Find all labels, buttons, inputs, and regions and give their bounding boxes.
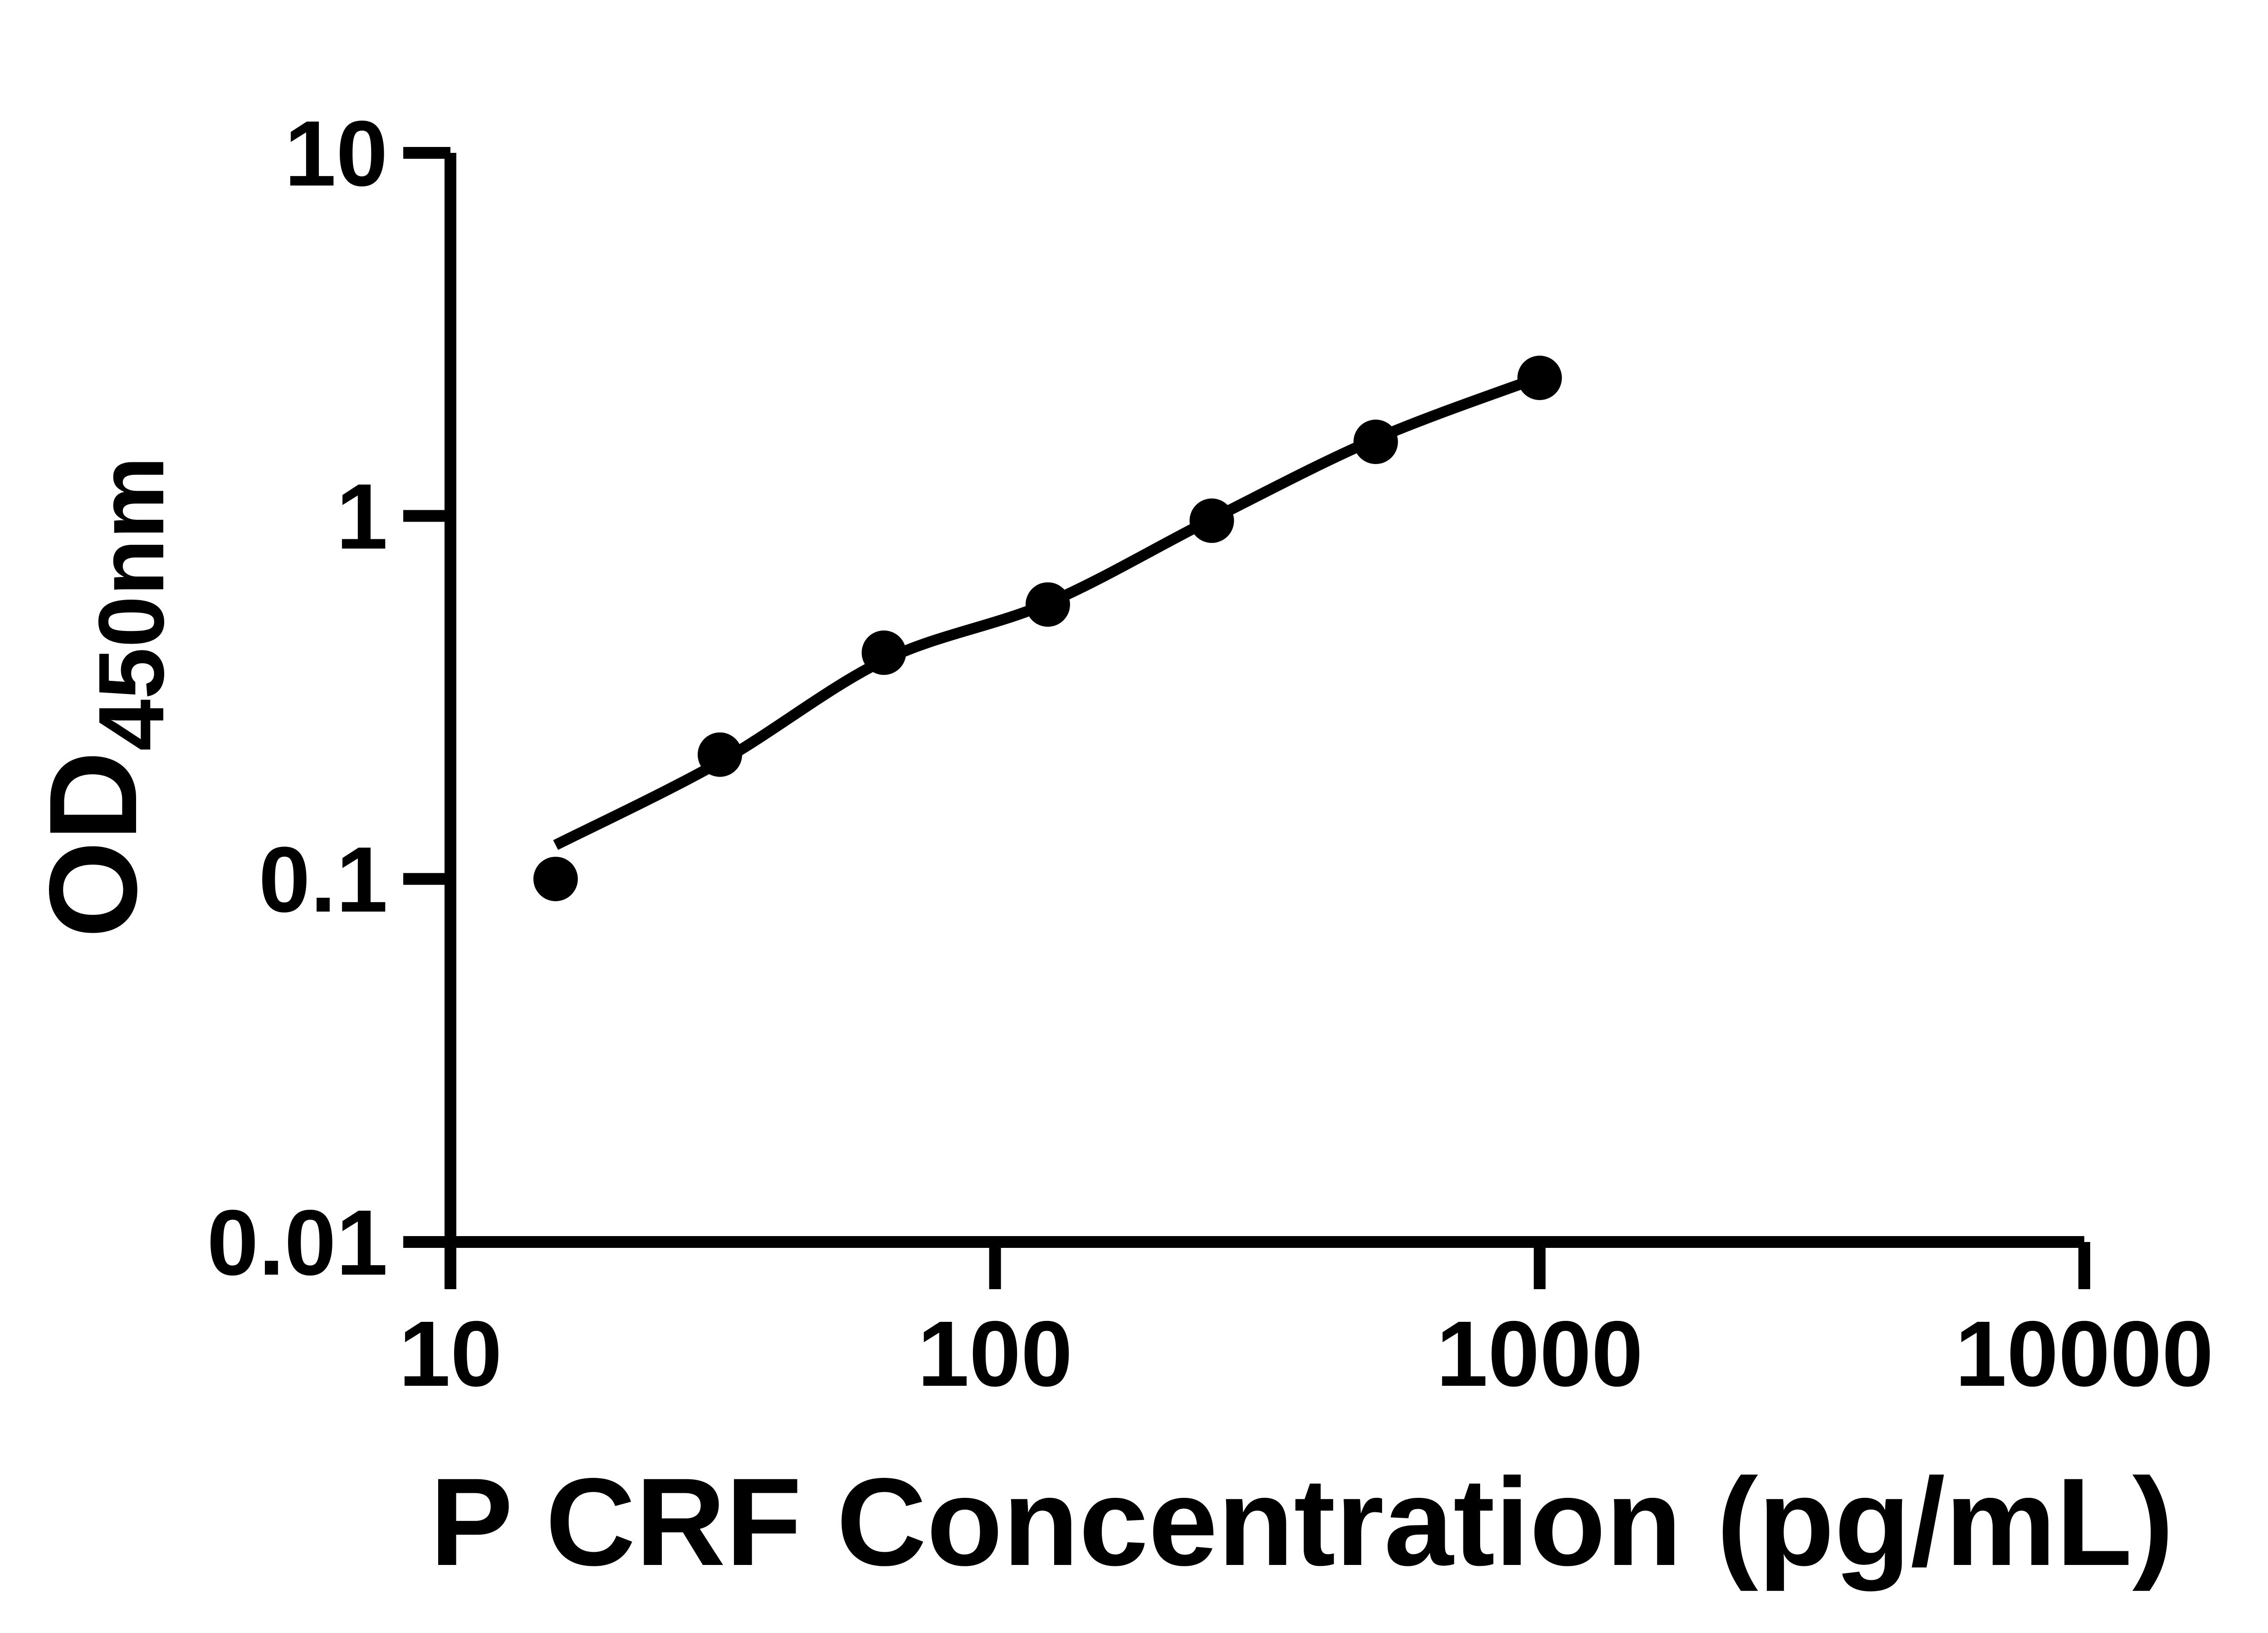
y-axis-tick-label: 10 <box>284 102 388 205</box>
axis-frame <box>445 153 2084 1248</box>
y-axis-tick-label: 1 <box>336 464 388 568</box>
x-axis-tick-label: 1000 <box>1436 1302 1643 1406</box>
y-axis-tick-label: 0.01 <box>207 1191 388 1295</box>
data-point <box>533 856 578 901</box>
data-points-group <box>533 356 1562 901</box>
x-axis-tick-label: 10 <box>399 1302 502 1406</box>
x-axis-tick-label: 100 <box>918 1302 1073 1406</box>
y-axis-title-subscript: 450nm <box>79 456 183 751</box>
y-axis-title: OD450nm <box>24 456 183 938</box>
data-point <box>861 630 906 675</box>
data-point <box>1026 582 1070 627</box>
x-axis-tick-label: 10000 <box>1955 1302 2214 1406</box>
data-point <box>1353 420 1398 464</box>
data-point <box>698 732 743 777</box>
x-axis-title: P CRF Concentration (pg/mL) <box>430 1452 2174 1592</box>
y-axis-tick-label: 0.1 <box>259 828 388 932</box>
axes <box>403 147 2090 1289</box>
data-point <box>1189 498 1234 543</box>
y-axis-title-main: OD <box>24 751 163 939</box>
data-point <box>1517 356 1562 400</box>
